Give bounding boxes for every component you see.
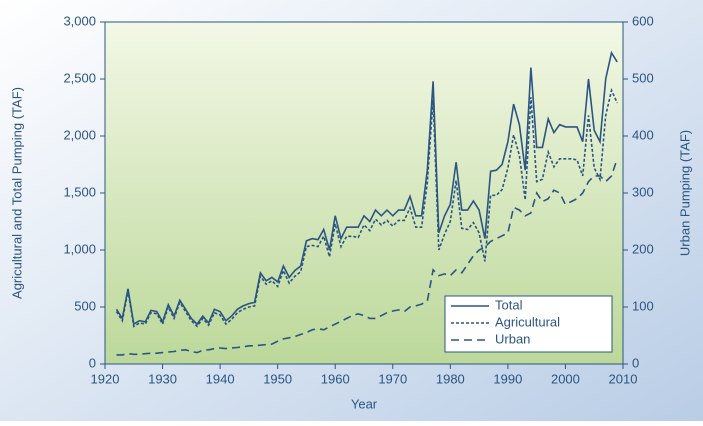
y-tick-label: 1,500 xyxy=(63,184,96,199)
y-tick-label: 1,000 xyxy=(63,241,96,256)
legend-label: Total xyxy=(495,297,523,312)
x-tick-label: 1960 xyxy=(321,371,350,386)
y2-tick-label: 300 xyxy=(632,184,654,199)
x-tick-label: 1980 xyxy=(436,371,465,386)
y-tick-label: 2,000 xyxy=(63,127,96,142)
x-tick-label: 1970 xyxy=(378,371,407,386)
y2-tick-label: 600 xyxy=(632,13,654,28)
legend-label: Urban xyxy=(495,331,530,346)
y2-tick-label: 0 xyxy=(632,355,639,370)
x-tick-label: 1930 xyxy=(148,371,177,386)
y-tick-label: 3,000 xyxy=(63,13,96,28)
y2-tick-label: 500 xyxy=(632,70,654,85)
y-axis-label: Agricultural and Total Pumping (TAF) xyxy=(9,87,24,299)
y2-tick-label: 100 xyxy=(632,298,654,313)
y-tick-label: 500 xyxy=(74,298,96,313)
y2-axis-label: Urban Pumping (TAF) xyxy=(677,130,692,256)
x-axis-label: Year xyxy=(351,396,378,411)
x-tick-label: 2000 xyxy=(551,371,580,386)
series-line xyxy=(115,50,618,326)
y2-tick-label: 200 xyxy=(632,241,654,256)
x-tick-label: 1950 xyxy=(263,371,292,386)
y-tick-label: 2,500 xyxy=(63,70,96,85)
x-tick-label: 2010 xyxy=(609,371,638,386)
y-tick-label: 0 xyxy=(89,355,96,370)
legend-label: Agricultural xyxy=(495,314,560,329)
x-tick-label: 1920 xyxy=(91,371,120,386)
x-tick-label: 1990 xyxy=(493,371,522,386)
y2-tick-label: 400 xyxy=(632,127,654,142)
series-line xyxy=(116,158,618,356)
series-line xyxy=(115,87,618,328)
x-tick-label: 1940 xyxy=(206,371,235,386)
